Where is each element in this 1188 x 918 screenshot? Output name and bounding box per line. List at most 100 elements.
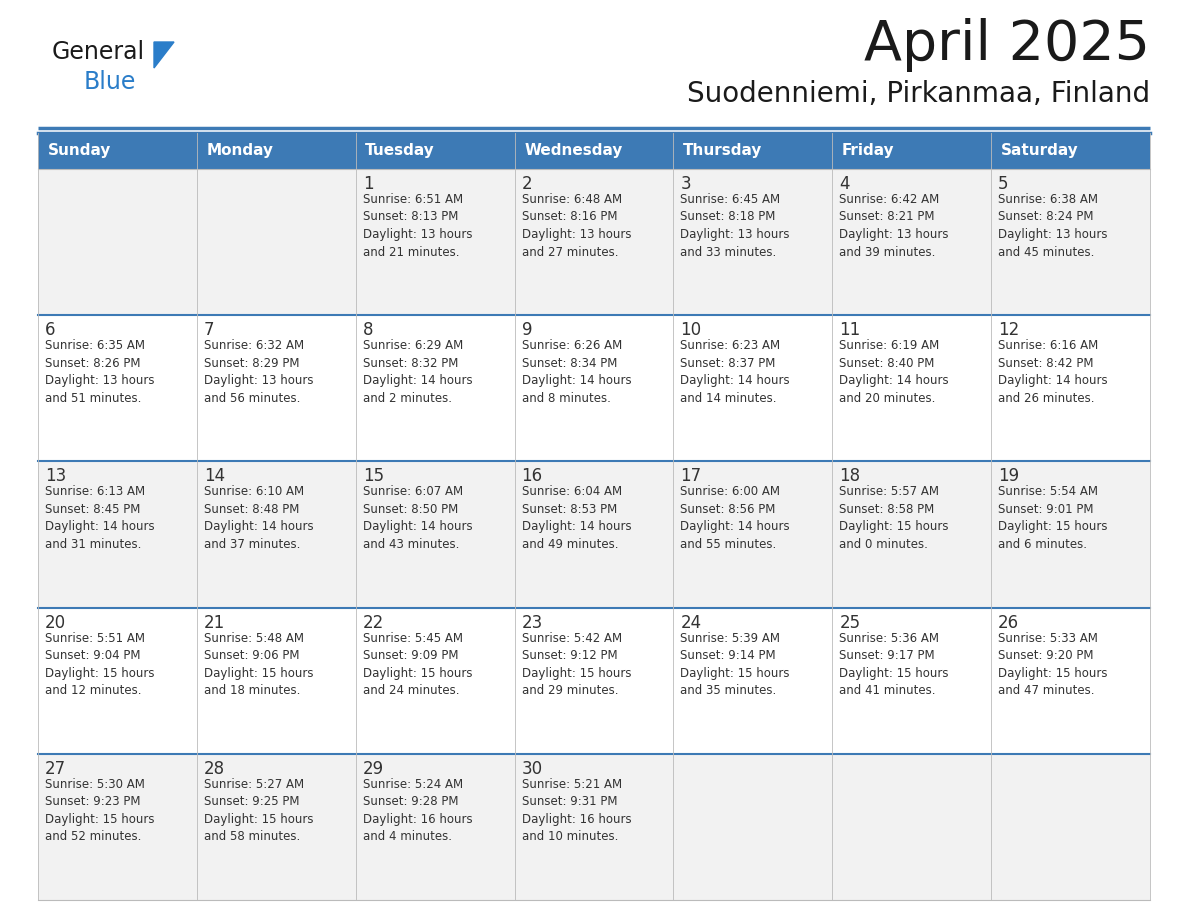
Bar <box>355 169 514 315</box>
Bar <box>197 315 355 462</box>
Text: Sunrise: 6:13 AM
Sunset: 8:45 PM
Daylight: 14 hours
and 31 minutes.: Sunrise: 6:13 AM Sunset: 8:45 PM Dayligh… <box>45 486 154 551</box>
Text: 3: 3 <box>681 175 691 193</box>
Text: 21: 21 <box>204 613 225 632</box>
Bar <box>514 608 674 754</box>
Bar <box>355 315 514 462</box>
Bar <box>833 462 991 608</box>
Bar <box>355 133 514 169</box>
Text: Sunrise: 6:10 AM
Sunset: 8:48 PM
Daylight: 14 hours
and 37 minutes.: Sunrise: 6:10 AM Sunset: 8:48 PM Dayligh… <box>204 486 314 551</box>
Text: 11: 11 <box>839 321 860 339</box>
Text: General: General <box>52 40 145 64</box>
Bar <box>833 169 991 315</box>
Bar <box>197 169 355 315</box>
Text: 4: 4 <box>839 175 849 193</box>
Bar <box>674 754 833 900</box>
Text: Sunrise: 5:39 AM
Sunset: 9:14 PM
Daylight: 15 hours
and 35 minutes.: Sunrise: 5:39 AM Sunset: 9:14 PM Dayligh… <box>681 632 790 697</box>
Text: 2: 2 <box>522 175 532 193</box>
Bar <box>833 754 991 900</box>
Text: April 2025: April 2025 <box>864 18 1150 72</box>
Text: 24: 24 <box>681 613 702 632</box>
Bar <box>833 315 991 462</box>
Bar <box>514 133 674 169</box>
Text: 16: 16 <box>522 467 543 486</box>
Text: Sunrise: 5:42 AM
Sunset: 9:12 PM
Daylight: 15 hours
and 29 minutes.: Sunrise: 5:42 AM Sunset: 9:12 PM Dayligh… <box>522 632 631 697</box>
Bar <box>38 462 197 608</box>
Text: 8: 8 <box>362 321 373 339</box>
Text: Sunrise: 5:36 AM
Sunset: 9:17 PM
Daylight: 15 hours
and 41 minutes.: Sunrise: 5:36 AM Sunset: 9:17 PM Dayligh… <box>839 632 949 697</box>
Text: Sunrise: 6:07 AM
Sunset: 8:50 PM
Daylight: 14 hours
and 43 minutes.: Sunrise: 6:07 AM Sunset: 8:50 PM Dayligh… <box>362 486 473 551</box>
Text: 14: 14 <box>204 467 225 486</box>
Text: Sunrise: 6:19 AM
Sunset: 8:40 PM
Daylight: 14 hours
and 20 minutes.: Sunrise: 6:19 AM Sunset: 8:40 PM Dayligh… <box>839 339 949 405</box>
Bar <box>991 462 1150 608</box>
Text: Sunrise: 5:51 AM
Sunset: 9:04 PM
Daylight: 15 hours
and 12 minutes.: Sunrise: 5:51 AM Sunset: 9:04 PM Dayligh… <box>45 632 154 697</box>
Bar <box>991 315 1150 462</box>
Text: 17: 17 <box>681 467 702 486</box>
Bar <box>514 754 674 900</box>
Text: 6: 6 <box>45 321 56 339</box>
Bar <box>674 462 833 608</box>
Text: Sunrise: 6:42 AM
Sunset: 8:21 PM
Daylight: 13 hours
and 39 minutes.: Sunrise: 6:42 AM Sunset: 8:21 PM Dayligh… <box>839 193 949 259</box>
Text: Sunrise: 6:38 AM
Sunset: 8:24 PM
Daylight: 13 hours
and 45 minutes.: Sunrise: 6:38 AM Sunset: 8:24 PM Dayligh… <box>998 193 1107 259</box>
Text: 1: 1 <box>362 175 373 193</box>
Text: 25: 25 <box>839 613 860 632</box>
Text: 15: 15 <box>362 467 384 486</box>
Bar <box>833 608 991 754</box>
Text: Thursday: Thursday <box>683 143 763 159</box>
Text: Sunrise: 6:00 AM
Sunset: 8:56 PM
Daylight: 14 hours
and 55 minutes.: Sunrise: 6:00 AM Sunset: 8:56 PM Dayligh… <box>681 486 790 551</box>
Bar <box>197 462 355 608</box>
Text: Sunrise: 5:30 AM
Sunset: 9:23 PM
Daylight: 15 hours
and 52 minutes.: Sunrise: 5:30 AM Sunset: 9:23 PM Dayligh… <box>45 778 154 844</box>
Bar <box>991 169 1150 315</box>
Bar <box>38 133 197 169</box>
Bar <box>355 754 514 900</box>
Bar <box>833 133 991 169</box>
Bar <box>991 754 1150 900</box>
Text: 29: 29 <box>362 760 384 778</box>
Text: 23: 23 <box>522 613 543 632</box>
Text: Sunrise: 6:29 AM
Sunset: 8:32 PM
Daylight: 14 hours
and 2 minutes.: Sunrise: 6:29 AM Sunset: 8:32 PM Dayligh… <box>362 339 473 405</box>
Bar <box>355 462 514 608</box>
Text: Sunrise: 6:51 AM
Sunset: 8:13 PM
Daylight: 13 hours
and 21 minutes.: Sunrise: 6:51 AM Sunset: 8:13 PM Dayligh… <box>362 193 472 259</box>
Text: Sunrise: 6:16 AM
Sunset: 8:42 PM
Daylight: 14 hours
and 26 minutes.: Sunrise: 6:16 AM Sunset: 8:42 PM Dayligh… <box>998 339 1107 405</box>
Text: 26: 26 <box>998 613 1019 632</box>
Text: Sunrise: 6:04 AM
Sunset: 8:53 PM
Daylight: 14 hours
and 49 minutes.: Sunrise: 6:04 AM Sunset: 8:53 PM Dayligh… <box>522 486 631 551</box>
Text: 28: 28 <box>204 760 225 778</box>
Text: Sunrise: 5:21 AM
Sunset: 9:31 PM
Daylight: 16 hours
and 10 minutes.: Sunrise: 5:21 AM Sunset: 9:31 PM Dayligh… <box>522 778 631 844</box>
Text: Sunrise: 6:35 AM
Sunset: 8:26 PM
Daylight: 13 hours
and 51 minutes.: Sunrise: 6:35 AM Sunset: 8:26 PM Dayligh… <box>45 339 154 405</box>
Text: Sunrise: 5:33 AM
Sunset: 9:20 PM
Daylight: 15 hours
and 47 minutes.: Sunrise: 5:33 AM Sunset: 9:20 PM Dayligh… <box>998 632 1107 697</box>
Bar <box>38 169 197 315</box>
Text: Sunday: Sunday <box>48 143 110 159</box>
Bar <box>355 608 514 754</box>
Text: Sunrise: 6:23 AM
Sunset: 8:37 PM
Daylight: 14 hours
and 14 minutes.: Sunrise: 6:23 AM Sunset: 8:37 PM Dayligh… <box>681 339 790 405</box>
Text: Wednesday: Wednesday <box>524 143 623 159</box>
Polygon shape <box>154 42 173 68</box>
Text: 27: 27 <box>45 760 67 778</box>
Text: Friday: Friday <box>842 143 895 159</box>
Bar <box>197 133 355 169</box>
Text: Tuesday: Tuesday <box>365 143 435 159</box>
Text: Sunrise: 5:45 AM
Sunset: 9:09 PM
Daylight: 15 hours
and 24 minutes.: Sunrise: 5:45 AM Sunset: 9:09 PM Dayligh… <box>362 632 472 697</box>
Text: 30: 30 <box>522 760 543 778</box>
Text: 7: 7 <box>204 321 214 339</box>
Text: Sunrise: 6:32 AM
Sunset: 8:29 PM
Daylight: 13 hours
and 56 minutes.: Sunrise: 6:32 AM Sunset: 8:29 PM Dayligh… <box>204 339 314 405</box>
Text: 5: 5 <box>998 175 1009 193</box>
Text: Saturday: Saturday <box>1000 143 1079 159</box>
Text: Sunrise: 5:57 AM
Sunset: 8:58 PM
Daylight: 15 hours
and 0 minutes.: Sunrise: 5:57 AM Sunset: 8:58 PM Dayligh… <box>839 486 949 551</box>
Bar <box>38 754 197 900</box>
Bar <box>514 169 674 315</box>
Text: Sunrise: 6:45 AM
Sunset: 8:18 PM
Daylight: 13 hours
and 33 minutes.: Sunrise: 6:45 AM Sunset: 8:18 PM Dayligh… <box>681 193 790 259</box>
Bar <box>991 608 1150 754</box>
Text: Sunrise: 6:26 AM
Sunset: 8:34 PM
Daylight: 14 hours
and 8 minutes.: Sunrise: 6:26 AM Sunset: 8:34 PM Dayligh… <box>522 339 631 405</box>
Bar <box>197 608 355 754</box>
Bar <box>991 133 1150 169</box>
Text: 22: 22 <box>362 613 384 632</box>
Bar <box>38 608 197 754</box>
Text: 19: 19 <box>998 467 1019 486</box>
Text: 18: 18 <box>839 467 860 486</box>
Text: 12: 12 <box>998 321 1019 339</box>
Text: Blue: Blue <box>84 70 137 94</box>
Text: Monday: Monday <box>207 143 273 159</box>
Text: 10: 10 <box>681 321 702 339</box>
Text: Sunrise: 5:27 AM
Sunset: 9:25 PM
Daylight: 15 hours
and 58 minutes.: Sunrise: 5:27 AM Sunset: 9:25 PM Dayligh… <box>204 778 314 844</box>
Text: Sunrise: 6:48 AM
Sunset: 8:16 PM
Daylight: 13 hours
and 27 minutes.: Sunrise: 6:48 AM Sunset: 8:16 PM Dayligh… <box>522 193 631 259</box>
Bar <box>38 315 197 462</box>
